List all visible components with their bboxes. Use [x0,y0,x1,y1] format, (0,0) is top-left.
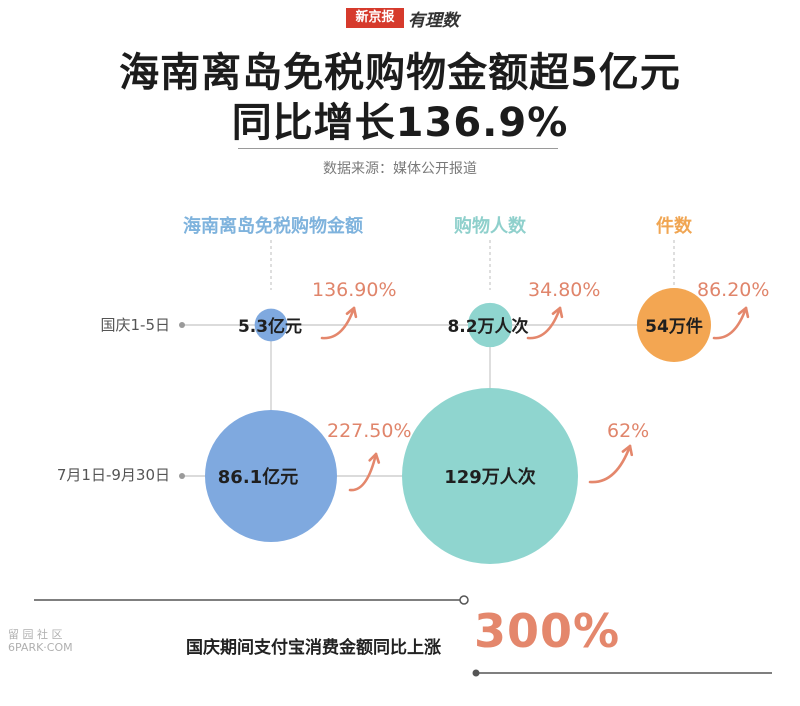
bubble-amount-national-day [254,308,288,342]
growth-arrow-head [737,306,750,319]
growth-label-shoppers-national-day: 34.80% [528,279,601,301]
growth-arrow [348,452,378,492]
footer-percentage: 300% [474,604,621,658]
bubble-label-amount-q3: 86.1亿元 [217,467,299,488]
footer-text: 国庆期间支付宝消费金额同比上涨 [186,638,441,658]
column-header-shoppers: 购物人数 [454,216,526,237]
footer-rule-end [459,595,469,605]
data-source: 数据来源：媒体公开报道 [323,161,477,177]
row-line-dot [179,322,185,328]
title-divider [238,148,558,149]
growth-arrow [526,306,562,340]
growth-arrow-head [621,444,634,457]
growth-label-amount-q3: 227.50% [327,420,412,442]
brand-header: 新京报 有理数 [0,8,800,31]
page-title-line2: 同比增长136.9% [231,100,569,146]
growth-arrow [588,444,632,484]
watermark-line2: 6PARK·COM [8,641,73,654]
growth-label-shoppers-q3: 62% [607,420,650,442]
footer-rule-end [472,669,480,677]
growth-label-items-national-day: 86.20% [697,279,770,301]
bubble-shoppers-q3 [402,388,578,564]
watermark-line1: 留 园 社 区 [8,628,63,641]
column-header-amount: 海南离岛免税购物金额 [183,216,363,237]
brand-logo: 新京报 [346,8,404,28]
row-line-dot [179,473,185,479]
bubble-label-items-national-day: 54万件 [645,317,703,337]
column-header-items: 件数 [656,216,692,237]
growth-arrow [320,306,356,340]
watermark: 留 园 社 区 6PARK·COM [8,628,73,654]
bubble-shoppers-national-day [467,302,513,348]
brand-column: 有理数 [408,11,459,31]
row-label-national-day: 国庆1-5日 [100,316,171,334]
growth-label-amount-national-day: 136.90% [312,279,397,301]
bubble-label-amount-national-day: 5.3亿元 [237,317,303,337]
row-label-q3: 7月1日-9月30日 [56,466,170,484]
growth-arrow-head [345,306,358,319]
bubble-label-shoppers-q3: 129万人次 [444,467,536,488]
bubble-label-shoppers-national-day: 8.2万人次 [447,317,529,337]
growth-arrow-head [551,306,564,319]
page-title-line1: 海南离岛免税购物金额超5亿元 [119,50,681,96]
bubble-items-national-day [637,288,711,362]
growth-arrow-head [368,452,381,464]
bubble-amount-q3 [205,410,337,542]
growth-arrow [712,306,748,340]
